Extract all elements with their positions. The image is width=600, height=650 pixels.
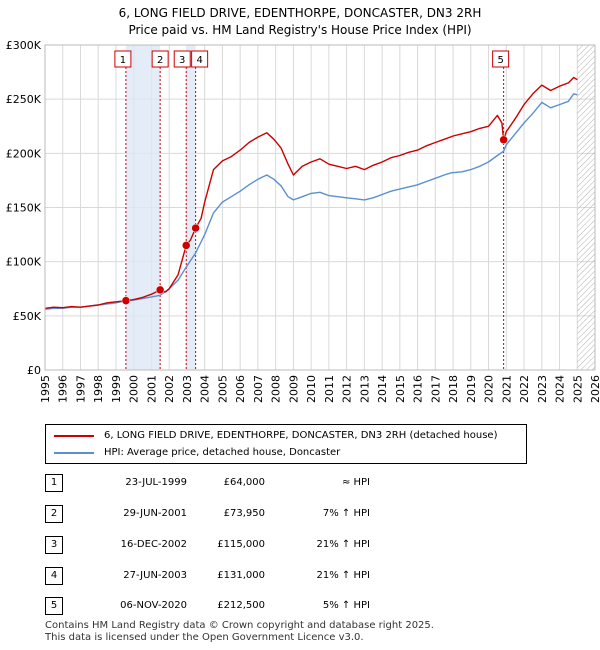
x-tick-label: 2015	[394, 375, 407, 403]
sale-label-box	[114, 50, 132, 68]
x-tick-label: 2023	[536, 375, 549, 403]
sale-point	[191, 223, 200, 233]
transaction-badge: 1	[45, 474, 63, 492]
x-tick-label: 2021	[500, 375, 513, 403]
x-tick-label: 2011	[323, 375, 336, 403]
sale-label-box	[151, 50, 169, 68]
sale-point	[121, 296, 131, 305]
sale-point	[155, 285, 165, 295]
x-tick-label: 1997	[74, 375, 87, 403]
x-tick-label: 2005	[216, 375, 229, 403]
transaction-date: 27-JUN-2003	[123, 570, 187, 581]
sale-label-number: 4	[196, 55, 202, 66]
x-tick-label: 2018	[447, 375, 460, 403]
transaction-badge: 3	[45, 536, 63, 554]
x-tick-label: 2000	[128, 375, 141, 403]
x-tick-label: 2003	[181, 375, 194, 403]
transaction-hpi: 5% ↑ HPI	[322, 600, 370, 611]
x-tick-label: 1995	[39, 375, 52, 403]
x-tick-label: 1996	[57, 375, 70, 403]
y-tick-label: £150K	[6, 202, 42, 215]
transaction-price: £64,000	[223, 477, 265, 488]
y-tick-label: £200K	[6, 147, 42, 160]
sale-label-number: 5	[497, 55, 503, 66]
y-tick-label: £100K	[6, 256, 42, 269]
x-tick-label: 2024	[554, 375, 567, 403]
footer-line-2: This data is licensed under the Open Gov…	[45, 632, 364, 643]
transaction-hpi: ≈ HPI	[341, 477, 370, 488]
sale-label-box	[492, 50, 510, 68]
transaction-date: 29-JUN-2001	[123, 508, 187, 519]
x-tick-label: 2025	[571, 375, 584, 403]
y-tick-label: £300K	[6, 39, 42, 52]
transaction-badge: 5	[45, 597, 63, 615]
x-tick-label: 2006	[234, 375, 247, 403]
x-tick-label: 2019	[465, 375, 478, 403]
x-tick-label: 2017	[429, 375, 442, 403]
sale-label-number: 1	[120, 55, 126, 66]
table-row: 5 06-NOV-2020 £212,500 5% ↑ HPI	[45, 597, 385, 615]
x-tick-label: 2001	[145, 375, 158, 403]
transaction-price: £212,500	[217, 600, 265, 611]
y-tick-label: £250K	[6, 93, 42, 106]
transaction-hpi: 21% ↑ HPI	[316, 539, 370, 550]
transaction-hpi: 21% ↑ HPI	[316, 570, 370, 581]
legend-label-hpi: HPI: Average price, detached house, Donc…	[104, 447, 341, 458]
sale-label-number: 2	[157, 55, 163, 66]
transaction-hpi: 7% ↑ HPI	[322, 508, 370, 519]
sale-period-shade	[186, 45, 196, 370]
x-tick-label: 1998	[92, 375, 105, 403]
title-line-1: 6, LONG FIELD DRIVE, EDENTHORPE, DONCAST…	[118, 6, 482, 20]
plot-frame	[44, 44, 596, 371]
transaction-date: 06-NOV-2020	[120, 600, 187, 611]
transaction-date: 23-JUL-1999	[125, 477, 187, 488]
table-row: 3 16-DEC-2002 £115,000 21% ↑ HPI	[45, 536, 385, 554]
transaction-price: £131,000	[217, 570, 265, 581]
table-row: 2 29-JUN-2001 £73,950 7% ↑ HPI	[45, 505, 385, 523]
transaction-price: £73,950	[223, 508, 265, 519]
forecast-hatch-region	[577, 45, 595, 370]
transaction-badge: 4	[45, 567, 63, 585]
table-row: 4 27-JUN-2003 £131,000 21% ↑ HPI	[45, 567, 385, 585]
x-tick-label: 2008	[270, 375, 283, 403]
x-tick-label: 2016	[412, 375, 425, 403]
legend-swatch-hpi	[54, 452, 94, 454]
x-tick-label: 2004	[199, 375, 212, 403]
x-tick-label: 2007	[252, 375, 265, 403]
sale-label-number: 3	[179, 55, 185, 66]
table-row: 1 23-JUL-1999 £64,000 ≈ HPI	[45, 474, 385, 492]
x-tick-label: 2026	[589, 375, 600, 403]
footer-attribution: Contains HM Land Registry data © Crown c…	[45, 620, 434, 644]
x-tick-label: 2014	[376, 375, 389, 403]
x-tick-label: 2010	[305, 375, 318, 403]
sale-period-shade	[125, 45, 161, 370]
transaction-price: £115,000	[217, 539, 265, 550]
legend-label-property: 6, LONG FIELD DRIVE, EDENTHORPE, DONCAST…	[104, 430, 498, 441]
sale-label-box	[173, 50, 191, 68]
x-tick-label: 2013	[358, 375, 371, 403]
sale-label-box	[191, 50, 209, 68]
sale-point	[181, 241, 191, 250]
transaction-badge: 2	[45, 505, 63, 523]
x-tick-label: 2020	[483, 375, 496, 403]
sale-point	[499, 135, 508, 145]
property-series-line	[44, 76, 578, 309]
title-line-2: Price paid vs. HM Land Registry's House …	[128, 23, 472, 37]
x-tick-label: 2002	[163, 375, 176, 403]
chart-legend: 6, LONG FIELD DRIVE, EDENTHORPE, DONCAST…	[45, 424, 527, 464]
x-tick-label: 2012	[341, 375, 354, 403]
transaction-date: 16-DEC-2002	[120, 539, 187, 550]
hpi-series-line	[44, 93, 578, 310]
footer-line-1: Contains HM Land Registry data © Crown c…	[45, 620, 434, 631]
y-tick-label: £50K	[13, 310, 42, 323]
x-tick-label: 2022	[518, 375, 531, 403]
legend-swatch-property	[54, 435, 94, 437]
chart-title: 6, LONG FIELD DRIVE, EDENTHORPE, DONCAST…	[0, 5, 600, 39]
x-tick-label: 2009	[287, 375, 300, 403]
x-tick-label: 1999	[110, 375, 123, 403]
y-tick-label: £0	[27, 364, 41, 377]
